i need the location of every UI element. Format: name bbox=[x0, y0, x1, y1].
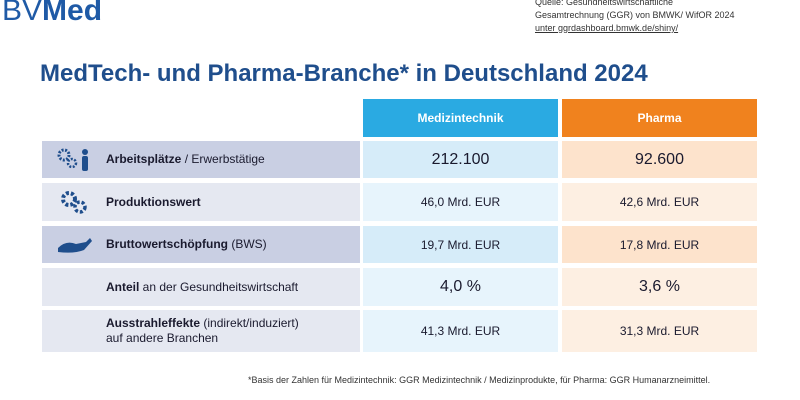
title: MedTech- und Pharma-Branche* in Deutschl… bbox=[40, 60, 648, 87]
value: 41,3 Mrd. EUR bbox=[420, 324, 501, 338]
label-text: Bruttowertschöpfung (BWS) bbox=[106, 237, 267, 252]
row-label: Arbeitsplätze / Erwerbstätige bbox=[42, 141, 360, 178]
value-cell: 212.100 bbox=[363, 141, 558, 178]
column-header: Pharma bbox=[562, 99, 757, 137]
source-line: Quelle: Gesundheitswirtschaftliche bbox=[535, 0, 674, 7]
label-rest: (indirekt/induziert) bbox=[200, 316, 299, 330]
value-cell: 17,8 Mrd. EUR bbox=[562, 226, 757, 263]
logo-name: Med bbox=[42, 0, 103, 27]
label-rest: an der Gesundheitswirtschaft bbox=[139, 279, 299, 294]
row-label: Bruttowertschöpfung (BWS) bbox=[42, 226, 360, 263]
value: 42,6 Mrd. EUR bbox=[619, 195, 700, 209]
value: 92.600 bbox=[635, 150, 684, 168]
logo: BVMed bbox=[2, 0, 102, 28]
label-bold: Arbeitsplätze bbox=[106, 152, 182, 166]
value: 31,3 Mrd. EUR bbox=[619, 324, 700, 338]
source-line: Gesamtrechnung (GGR) von BMWK/ WifOR 202… bbox=[535, 10, 735, 20]
value-cell: 31,3 Mrd. EUR bbox=[562, 310, 757, 352]
value: 4,0 % bbox=[440, 278, 481, 295]
row-label: Ausstrahleffekte (indirekt/induziert) auf… bbox=[42, 310, 360, 352]
value-cell: 41,3 Mrd. EUR bbox=[363, 310, 558, 352]
label-bold: Anteil bbox=[106, 279, 140, 294]
source-link: unter ggrdashboard.bmwk.de/shiny/ bbox=[535, 23, 679, 33]
label-line2: auf andere Branchen bbox=[106, 331, 219, 345]
label-rest: (BWS) bbox=[228, 237, 267, 251]
row-label: Produktionswert bbox=[42, 183, 360, 221]
footnote: *Basis der Zahlen für Medizintechnik: GG… bbox=[248, 375, 711, 385]
label-text: Produktionswert bbox=[106, 195, 201, 210]
source: Quelle: Gesundheitswirtschaftliche Gesam… bbox=[535, 0, 735, 35]
value: 3,6 % bbox=[639, 278, 680, 295]
row-icon bbox=[57, 148, 88, 171]
label-bold: Produktionswert bbox=[106, 194, 201, 209]
value: 19,7 Mrd. EUR bbox=[420, 237, 501, 252]
value-cell: 19,7 Mrd. EUR bbox=[363, 226, 558, 263]
row-icon bbox=[61, 191, 87, 214]
value: 17,8 Mrd. EUR bbox=[619, 237, 700, 252]
column-header: Medizintechnik bbox=[363, 99, 558, 137]
value: 212.100 bbox=[431, 150, 490, 168]
value-cell: 46,0 Mrd. EUR bbox=[363, 183, 558, 221]
value-cell: 92.600 bbox=[562, 141, 757, 178]
label-text: Arbeitsplätze / Erwerbstätige bbox=[106, 152, 265, 167]
label-bold: Ausstrahleffekte bbox=[106, 316, 201, 330]
logo-prefix: BV bbox=[2, 0, 43, 27]
label-text: Ausstrahleffekte (indirekt/induziert) auf… bbox=[106, 316, 299, 346]
label-bold: Bruttowertschöpfung bbox=[106, 237, 228, 251]
label-rest: / Erwerbstätige bbox=[181, 152, 265, 166]
row-icon bbox=[58, 237, 92, 253]
value: 46,0 Mrd. EUR bbox=[420, 195, 501, 209]
row-label: Anteil an der Gesundheitswirtschaft bbox=[42, 268, 360, 306]
label-text: Anteil an der Gesundheitswirtschaft bbox=[106, 280, 298, 295]
value-cell: 4,0 % bbox=[363, 268, 558, 306]
value-cell: 3,6 % bbox=[562, 268, 757, 306]
value-cell: 42,6 Mrd. EUR bbox=[562, 183, 757, 221]
